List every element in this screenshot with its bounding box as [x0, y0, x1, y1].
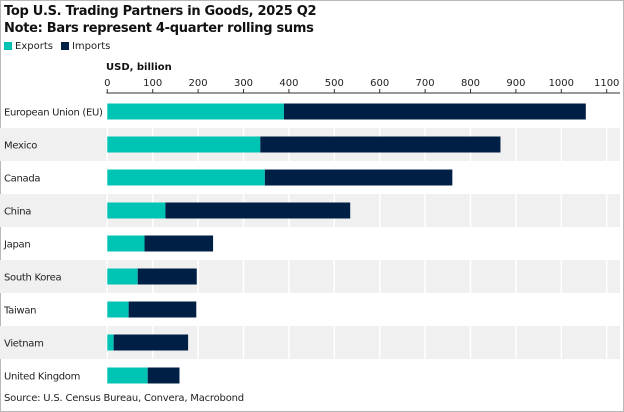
legend: Exports Imports [4, 41, 110, 52]
chart-subtitle: Note: Bars represent 4-quarter rolling s… [4, 21, 314, 36]
bar-imports [264, 169, 453, 186]
bar-imports [113, 334, 189, 351]
legend-label-imports: Imports [71, 41, 111, 52]
bar-imports [147, 367, 180, 384]
bar-exports [107, 367, 148, 384]
bar-imports [283, 103, 586, 120]
row-band [0, 260, 620, 293]
bar-imports [137, 268, 197, 285]
legend-swatch-imports [60, 42, 69, 50]
bar-exports [107, 268, 138, 285]
category-label: Vietnam [4, 339, 44, 350]
x-tick-label: 600 [370, 78, 389, 89]
category-label: Canada [4, 174, 40, 185]
bar-imports [144, 235, 214, 252]
bar-exports [107, 202, 166, 219]
x-tick-label: 1100 [594, 78, 619, 89]
bar-exports [107, 301, 129, 318]
category-label: South Korea [4, 273, 61, 284]
bar-imports [260, 136, 501, 153]
legend-item-exports: Exports [4, 41, 53, 52]
x-tick-label: 900 [506, 78, 525, 89]
x-tick-label: 200 [189, 78, 208, 89]
category-label: United Kingdom [4, 372, 80, 383]
bar-exports [107, 235, 145, 252]
category-label: Japan [3, 240, 30, 251]
legend-item-imports: Imports [60, 41, 111, 52]
x-tick-label: 400 [279, 78, 298, 89]
category-label: European Union (EU) [4, 108, 103, 119]
chart-title-block: Top U.S. Trading Partners in Goods, 2025… [4, 3, 317, 37]
category-label: Taiwan [3, 306, 36, 317]
x-tick-label: 800 [461, 78, 480, 89]
category-label: Mexico [4, 141, 37, 152]
x-tick-label: 300 [234, 78, 253, 89]
legend-label-exports: Exports [15, 41, 53, 52]
chart-title: Top U.S. Trading Partners in Goods, 2025… [4, 4, 317, 19]
bar-exports [107, 169, 265, 186]
bar-exports [107, 136, 261, 153]
category-label: China [4, 207, 31, 218]
bar-exports [107, 103, 284, 120]
bar-exports [107, 334, 114, 351]
x-tick-label: 500 [325, 78, 344, 89]
x-tick-label: 100 [143, 78, 162, 89]
bar-imports [165, 202, 351, 219]
source-note: Source: U.S. Census Bureau, Convera, Mac… [4, 393, 244, 404]
legend-swatch-exports [4, 42, 12, 50]
bar-imports [128, 301, 197, 318]
x-tick-label: 1000 [549, 78, 574, 89]
row-band [0, 326, 620, 359]
x-axis-label: USD, billion [106, 62, 172, 73]
x-tick-label: 700 [416, 78, 435, 89]
x-tick-label: 0 [104, 78, 110, 89]
